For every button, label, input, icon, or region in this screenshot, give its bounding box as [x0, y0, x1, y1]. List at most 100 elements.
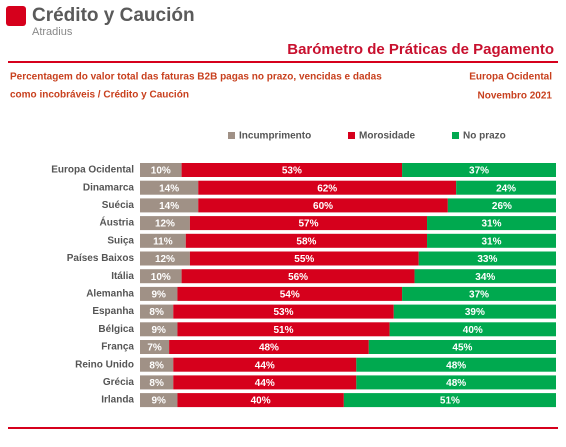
value-label: 12% [155, 254, 175, 265]
value-label: 8% [149, 360, 164, 371]
value-label: 37% [469, 290, 489, 301]
value-label: 10% [151, 272, 171, 283]
value-label: 55% [294, 254, 314, 265]
bar-segment [140, 357, 174, 372]
bar-segment [169, 340, 369, 354]
category-label: Áustria [100, 216, 135, 229]
bar-segment [173, 304, 394, 319]
category-label: Irlanda [101, 395, 134, 406]
bar-segment [185, 233, 428, 248]
value-label: 14% [159, 183, 179, 194]
category-label: Países Baixos [67, 253, 135, 264]
value-label: 44% [255, 360, 275, 371]
bar-segment [140, 269, 182, 284]
legend-label: Morosidade [359, 131, 416, 142]
value-label: 14% [159, 201, 179, 212]
bar-segment [343, 393, 556, 408]
date: Novembro 2021 [478, 91, 553, 102]
chart-title: Barómetro de Práticas de Pagamento [287, 41, 554, 58]
bar-segment [140, 322, 178, 337]
bar-segment [198, 198, 448, 213]
value-label: 24% [496, 183, 516, 194]
value-label: 8% [149, 378, 164, 389]
bar-segment [140, 216, 190, 231]
value-label: 31% [482, 219, 502, 230]
bar-segment [140, 198, 199, 213]
value-label: 7% [147, 343, 162, 354]
bar-segment [427, 233, 556, 248]
category-label: Itália [111, 271, 134, 282]
value-label: 62% [317, 183, 337, 194]
bar-segment [402, 163, 556, 177]
bar-segment [414, 269, 556, 284]
value-label: 40% [463, 325, 483, 336]
bar-segment [140, 375, 174, 390]
bar-segment [189, 216, 428, 231]
value-label: 9% [151, 396, 166, 407]
value-label: 48% [259, 343, 279, 354]
bar-segment [177, 286, 403, 301]
value-label: 56% [288, 272, 308, 283]
value-label: 33% [477, 254, 497, 265]
value-label: 44% [255, 378, 275, 389]
value-label: 39% [465, 307, 485, 318]
value-label: 53% [274, 307, 294, 318]
value-label: 48% [446, 378, 466, 389]
legend-swatch [348, 132, 355, 139]
legend-swatch [452, 132, 459, 139]
bar-segment [140, 286, 178, 301]
bar-segment [177, 393, 344, 408]
value-label: 37% [469, 166, 489, 177]
category-label: Dinamarca [83, 182, 135, 193]
value-label: 45% [452, 343, 472, 354]
bar-segment [393, 304, 556, 319]
bar-segment [356, 357, 556, 372]
value-label: 12% [155, 219, 175, 230]
value-label: 9% [151, 325, 166, 336]
bar-segment [140, 393, 178, 408]
value-label: 26% [492, 201, 512, 212]
value-label: 58% [296, 236, 316, 247]
legend-swatch [228, 132, 235, 139]
subtitle: como incobráveis / Crédito y Caución [10, 90, 189, 101]
value-label: 40% [251, 396, 271, 407]
category-label: Suécia [102, 200, 135, 211]
legend-label: No prazo [463, 131, 506, 142]
bar-segment [181, 163, 403, 177]
subtitle: Percentagem do valor total das faturas B… [10, 72, 382, 83]
value-label: 11% [153, 236, 173, 247]
category-label: Suiça [107, 235, 134, 246]
bar-segment [368, 340, 556, 354]
category-label: Alemanha [86, 289, 134, 300]
bar-segment [177, 322, 390, 337]
bar-segment [389, 322, 556, 337]
logo-brand: Crédito y Caución [32, 5, 195, 26]
bar-segment [173, 357, 357, 372]
value-label: 51% [274, 325, 294, 336]
bar-segment [140, 251, 190, 266]
bar-segment [418, 251, 556, 266]
bar-segment [402, 286, 556, 301]
value-label: 48% [446, 360, 466, 371]
region: Europa Ocidental [469, 72, 552, 83]
value-label: 51% [440, 396, 460, 407]
bar-segment [356, 375, 556, 390]
bar-segment [427, 216, 556, 231]
value-label: 31% [482, 236, 502, 247]
category-label: Europa Ocidental [51, 165, 134, 176]
bar-segment [140, 233, 186, 248]
value-label: 54% [280, 290, 300, 301]
bar-segment [140, 304, 174, 319]
logo-sub: Atradius [32, 26, 73, 38]
category-label: Espanha [92, 306, 134, 317]
bar-segment [173, 375, 357, 390]
bar-segment [140, 340, 170, 354]
value-label: 60% [313, 201, 333, 212]
category-label: Grécia [103, 377, 135, 388]
legend-label: Incumprimento [239, 131, 311, 142]
bar-segment [447, 198, 556, 213]
bar-segment [198, 180, 457, 195]
bar-segment [456, 180, 556, 195]
category-label: Reino Unido [75, 359, 134, 370]
value-label: 9% [151, 290, 166, 301]
